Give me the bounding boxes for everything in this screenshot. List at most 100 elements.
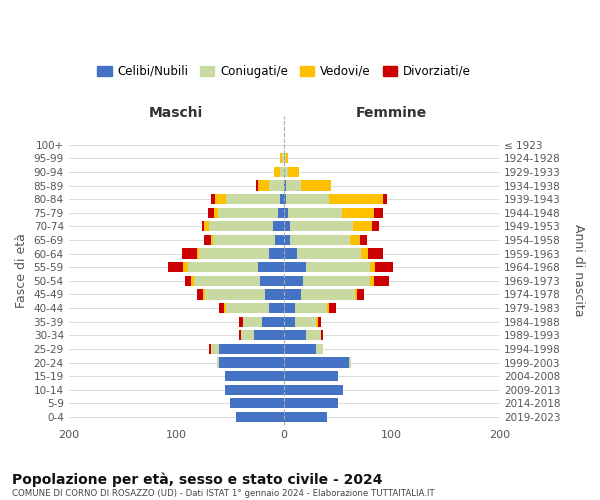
Bar	[280, 153, 282, 164]
Bar	[370, 276, 374, 286]
Bar	[274, 167, 280, 177]
Bar	[305, 262, 370, 272]
Bar	[301, 180, 331, 190]
Bar	[284, 153, 286, 164]
Bar	[284, 235, 290, 245]
Bar	[243, 316, 262, 327]
Bar	[203, 290, 205, 300]
Bar	[197, 290, 203, 300]
Bar	[316, 316, 319, 327]
Bar	[205, 290, 265, 300]
Bar	[284, 303, 295, 313]
Bar	[280, 167, 284, 177]
Bar	[286, 153, 288, 164]
Bar	[288, 208, 342, 218]
Bar	[284, 208, 288, 218]
Bar	[284, 330, 305, 340]
Bar	[209, 222, 273, 232]
Bar	[284, 276, 304, 286]
Bar	[370, 262, 376, 272]
Bar	[211, 194, 215, 204]
Bar	[205, 235, 211, 245]
Bar	[230, 398, 284, 408]
Bar	[284, 262, 305, 272]
Bar	[374, 208, 383, 218]
Bar	[258, 262, 284, 272]
Text: Femmine: Femmine	[356, 106, 427, 120]
Bar	[205, 222, 209, 232]
Bar	[199, 248, 269, 258]
Bar	[355, 290, 357, 300]
Bar	[372, 222, 379, 232]
Bar	[254, 330, 284, 340]
Bar	[290, 235, 350, 245]
Bar	[320, 330, 323, 340]
Bar	[256, 180, 258, 190]
Bar	[284, 180, 286, 190]
Bar	[327, 303, 329, 313]
Bar	[209, 344, 211, 354]
Bar	[284, 384, 343, 395]
Bar	[297, 248, 361, 258]
Bar	[202, 222, 205, 232]
Bar	[284, 371, 338, 381]
Bar	[280, 194, 284, 204]
Bar	[258, 180, 269, 190]
Bar	[211, 235, 213, 245]
Bar	[329, 303, 335, 313]
Bar	[278, 208, 284, 218]
Bar	[284, 167, 288, 177]
Bar	[239, 316, 243, 327]
Bar	[260, 276, 284, 286]
Bar	[226, 194, 280, 204]
Bar	[269, 248, 284, 258]
Bar	[185, 276, 191, 286]
Bar	[374, 276, 389, 286]
Bar	[286, 180, 301, 190]
Bar	[376, 262, 393, 272]
Bar	[301, 290, 355, 300]
Bar	[217, 358, 220, 368]
Bar	[191, 276, 194, 286]
Bar	[220, 303, 224, 313]
Bar	[353, 222, 372, 232]
Bar	[284, 358, 349, 368]
Bar	[211, 344, 220, 354]
Bar	[269, 303, 284, 313]
Bar	[304, 276, 370, 286]
Bar	[288, 167, 299, 177]
Bar	[194, 276, 260, 286]
Bar	[284, 290, 301, 300]
Bar	[284, 248, 297, 258]
Bar	[224, 303, 226, 313]
Bar	[225, 371, 284, 381]
Bar	[319, 316, 320, 327]
Bar	[262, 316, 284, 327]
Bar	[329, 194, 383, 204]
Bar	[226, 303, 269, 313]
Bar	[316, 344, 323, 354]
Bar	[182, 248, 197, 258]
Bar	[239, 330, 241, 340]
Bar	[218, 208, 278, 218]
Legend: Celibi/Nubili, Coniugati/e, Vedovi/e, Divorziati/e: Celibi/Nubili, Coniugati/e, Vedovi/e, Di…	[93, 60, 475, 82]
Bar	[284, 316, 295, 327]
Bar	[342, 208, 374, 218]
Bar	[273, 222, 284, 232]
Bar	[241, 330, 254, 340]
Bar	[357, 290, 364, 300]
Bar	[168, 262, 183, 272]
Text: Popolazione per età, sesso e stato civile - 2024: Popolazione per età, sesso e stato civil…	[12, 472, 383, 487]
Bar	[290, 222, 353, 232]
Bar	[265, 290, 284, 300]
Bar	[284, 222, 290, 232]
Bar	[284, 194, 286, 204]
Bar	[305, 330, 320, 340]
Bar	[286, 194, 329, 204]
Bar	[295, 316, 316, 327]
Bar	[282, 153, 284, 164]
Bar	[275, 235, 284, 245]
Bar	[383, 194, 388, 204]
Bar	[350, 235, 361, 245]
Bar	[361, 235, 367, 245]
